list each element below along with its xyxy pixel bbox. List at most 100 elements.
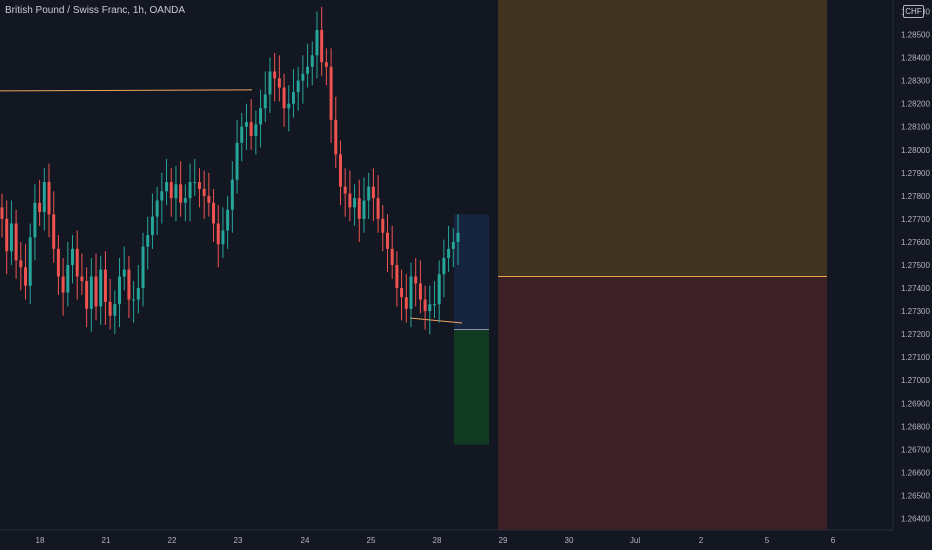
candle-body bbox=[197, 182, 201, 189]
candle-body bbox=[287, 103, 291, 109]
candle-body bbox=[381, 218, 385, 233]
candle-body bbox=[52, 214, 56, 249]
candle-body bbox=[47, 182, 51, 215]
candle-body bbox=[212, 202, 216, 224]
candle-body bbox=[71, 248, 75, 265]
price-tick-label: 1.27400 bbox=[901, 284, 930, 293]
candle-body bbox=[188, 182, 192, 199]
candle-body bbox=[89, 276, 93, 309]
candle-body bbox=[150, 216, 154, 236]
candle-body bbox=[38, 202, 42, 212]
candle-body bbox=[61, 276, 65, 293]
price-tick-label: 1.27100 bbox=[901, 353, 930, 362]
candle-body bbox=[244, 122, 248, 127]
candle-body bbox=[409, 276, 413, 309]
candle-body bbox=[240, 126, 244, 143]
candle-body bbox=[174, 184, 178, 199]
candle-body bbox=[414, 276, 418, 284]
candle-body bbox=[362, 200, 366, 219]
time-tick-label: 21 bbox=[102, 536, 111, 545]
time-tick-label: 28 bbox=[433, 536, 442, 545]
candle-body bbox=[329, 66, 333, 120]
candle-body bbox=[249, 122, 253, 136]
candle-body bbox=[343, 186, 347, 194]
low-trendline bbox=[409, 317, 463, 324]
candle-body bbox=[9, 223, 13, 252]
candle-body bbox=[42, 182, 46, 212]
candle-body bbox=[141, 246, 145, 289]
candle-body bbox=[5, 218, 9, 252]
candle-body bbox=[113, 304, 117, 316]
price-tick-label: 1.28300 bbox=[901, 77, 930, 86]
candle-body bbox=[216, 223, 220, 245]
time-tick-label: 25 bbox=[367, 536, 376, 545]
candle-body bbox=[169, 182, 173, 199]
candle-body bbox=[183, 198, 187, 203]
time-tick-label: 6 bbox=[831, 536, 836, 545]
candle-body bbox=[268, 71, 272, 95]
time-tick-label: 5 bbox=[765, 536, 770, 545]
time-tick-label: 30 bbox=[565, 536, 574, 545]
candle-body bbox=[235, 142, 239, 180]
candle-body bbox=[136, 288, 140, 300]
price-tick-label: 1.26400 bbox=[901, 514, 930, 523]
time-tick-label: 22 bbox=[168, 536, 177, 545]
candle-body bbox=[301, 73, 305, 81]
candle-body bbox=[400, 288, 404, 298]
candle-body bbox=[320, 29, 324, 63]
candle-body bbox=[437, 274, 441, 305]
candle-body bbox=[296, 80, 300, 93]
candle-body bbox=[193, 182, 197, 184]
candle-body bbox=[338, 154, 342, 187]
time-tick-label: 2 bbox=[699, 536, 704, 545]
candle-body bbox=[207, 195, 211, 203]
time-tick-label: 24 bbox=[301, 536, 310, 545]
price-tick-label: 1.26900 bbox=[901, 399, 930, 408]
price-tick-label: 1.26500 bbox=[901, 491, 930, 500]
time-tick-label: 23 bbox=[234, 536, 243, 545]
candle-body bbox=[385, 232, 389, 249]
candle-body bbox=[66, 265, 70, 293]
candle-body bbox=[103, 269, 107, 302]
price-tick-label: 1.27300 bbox=[901, 307, 930, 316]
price-tick-label: 1.28000 bbox=[901, 146, 930, 155]
candle-body bbox=[165, 182, 169, 192]
candle-body bbox=[353, 198, 357, 208]
candle-body bbox=[254, 124, 258, 136]
currency-badge[interactable]: CHF bbox=[903, 5, 924, 18]
resistance-line bbox=[0, 89, 253, 92]
candle-body bbox=[273, 71, 277, 79]
candle-body bbox=[122, 269, 126, 277]
candle-body bbox=[108, 301, 112, 316]
candle-body bbox=[75, 248, 79, 277]
candle-body bbox=[456, 232, 460, 242]
candle-body bbox=[418, 283, 422, 300]
candle-body bbox=[324, 62, 328, 67]
candle-body bbox=[277, 78, 281, 88]
time-tick-label: 18 bbox=[36, 536, 45, 545]
candle-body bbox=[259, 108, 263, 125]
price-tick-label: 1.26800 bbox=[901, 422, 930, 431]
target-zone-upper bbox=[498, 0, 827, 277]
candle-body bbox=[357, 198, 361, 219]
candle-body bbox=[14, 223, 18, 261]
candle-body bbox=[390, 248, 394, 265]
candle-body bbox=[423, 299, 427, 312]
time-tick-label: Jul bbox=[630, 536, 640, 545]
candle-body bbox=[371, 186, 375, 199]
candle-body bbox=[404, 297, 408, 309]
target-zone-lower bbox=[498, 276, 827, 530]
price-tick-label: 1.27000 bbox=[901, 376, 930, 385]
candle-body bbox=[132, 299, 136, 301]
candle-body bbox=[226, 209, 230, 231]
price-tick-label: 1.28500 bbox=[901, 31, 930, 40]
candle-body bbox=[395, 265, 399, 289]
price-tick-label: 1.27500 bbox=[901, 261, 930, 270]
candle-body bbox=[0, 207, 4, 219]
candle-body bbox=[127, 269, 131, 300]
candle-body bbox=[28, 237, 32, 286]
price-tick-label: 1.26600 bbox=[901, 468, 930, 477]
candle-body bbox=[24, 267, 28, 286]
candle-body bbox=[56, 248, 60, 277]
